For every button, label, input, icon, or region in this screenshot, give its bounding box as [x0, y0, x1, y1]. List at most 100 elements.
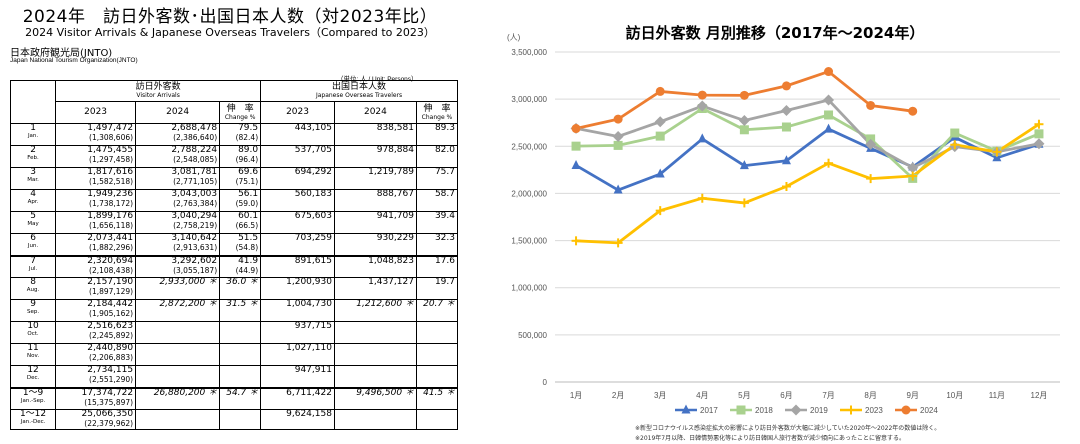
month-cell: 11 Nov. [9, 343, 57, 366]
visitor-change-cell-vcp: (66.5) [235, 221, 259, 230]
visitor-2024-cell-v24p: (2,758,219) [173, 221, 218, 230]
month-cell-me: Jan.-Dec. [20, 419, 46, 425]
traveler-2023-cell-j23: 891,615 [294, 255, 332, 266]
legend-marker-2018 [736, 405, 746, 415]
point-2024 [824, 67, 834, 77]
visitor-2024-cell-v24p: (2,771,105) [173, 177, 218, 186]
point-2019 [696, 100, 708, 112]
traveler-change-cell-jc: 17.6 [434, 255, 455, 266]
unit-note: （単位: 人 / Unit: Persons） [337, 76, 418, 83]
month-cell-me: Oct. [27, 331, 39, 337]
point-2017 [571, 159, 581, 169]
visitor-2023-cell: 1,497,472 (1,308,606) [55, 123, 137, 146]
line-chart: (人) 0 500,000 1,000,000 1,500,000 2,000,000 2,… [507, 33, 1060, 416]
traveler-2023-cell: 1,027,110 [260, 343, 335, 366]
traveler-change-cell: 32.3 [415, 233, 459, 256]
traveler-2024-cell-j24: 1,219,789 [368, 167, 414, 177]
table-row: 1 Jan. 1,497,472 (1,308,606) 2,688,478 (2,386… [9, 123, 459, 146]
visitor-change-cell-vc: 31.5 ＊ [226, 299, 259, 309]
x-tick-label: 8月 [864, 391, 876, 400]
traveler-change-cell-jc: 19.7 [434, 277, 455, 287]
traveler-2024-cell: 888,767 [333, 189, 417, 212]
point-2018 [571, 141, 581, 151]
visitor-2023-cell-v23: 2,184,442 [87, 299, 134, 309]
point-2018 [655, 131, 665, 141]
point-2018 [950, 128, 960, 138]
visitor-2023-cell-v23: 2,440,890 [87, 343, 134, 353]
y-tick-label: 1,500,000 [511, 237, 547, 246]
visitor-2024-cell: 26,880,200 ＊ [135, 386, 221, 410]
point-2018 [739, 125, 749, 135]
traveler-2024-cell: 9,496,500 ＊ [333, 386, 417, 410]
org-name: 日本政府観光局(JNTO) [10, 48, 113, 59]
visitor-2023-cell-v23: 2,320,694 [87, 255, 134, 266]
month-cell-m: 12 [27, 365, 39, 375]
visitor-2024-cell: 2,933,000 ＊ [135, 277, 221, 300]
visitor-change-cell-vcp: (54.8) [235, 243, 259, 252]
x-tick-label: 3月 [654, 391, 666, 400]
visitor-2023-cell-v23: 2,073,441 [87, 233, 134, 243]
visitor-2024-cell-v24: 2,872,200 ＊ [159, 299, 218, 309]
month-cell: 6 Jun. [9, 233, 57, 256]
visitor-2024-cell: 3,043,003 (2,763,384) [135, 189, 221, 212]
traveler-change-cell: 39.4 [415, 211, 459, 234]
visitor-2023-cell-v23p: (2,245,892) [89, 331, 134, 340]
col-traveler-change-en: Change % [421, 113, 453, 121]
visitor-change-cell-vcp: (44.9) [235, 265, 259, 275]
visitor-2024-cell [135, 409, 221, 430]
col-visitor-change-en: Change % [224, 113, 256, 121]
visitor-2023-cell: 2,320,694 (2,108,438) [55, 254, 137, 278]
month-cell: 10 Oct. [9, 321, 57, 344]
month-cell-m: 8 [30, 277, 36, 287]
table-row: 1～9 Jan.-Sep. 17,374,722 (15,375,897) 26,880… [9, 386, 459, 410]
visitor-change-cell-vc: 51.5 [238, 233, 259, 243]
traveler-change-cell [415, 409, 459, 430]
visitor-2024-cell [135, 321, 221, 344]
visitor-header-en: Visitor Arrivals [136, 92, 180, 99]
point-2024 [697, 90, 707, 100]
point-2024 [908, 106, 918, 116]
point-2019 [1033, 138, 1045, 150]
month-cell: 2 Feb. [9, 145, 57, 168]
table-row: 7 Jul. 2,320,694 (2,108,438) 3,292,602 (3,055… [9, 254, 459, 278]
chart-note-2: ※2019年7月以降、日韓情勢悪化等により訪日韓国人旅行者数が減少傾向にあったこ… [635, 435, 905, 442]
org-name-en: Japan National Tourism Organization(JNTO… [10, 57, 138, 64]
month-cell-me: Mar. [27, 177, 39, 183]
traveler-2023-cell: 6,711,422 [260, 386, 335, 410]
visitor-change-cell [219, 321, 262, 344]
visitor-2024-cell [135, 365, 221, 388]
traveler-2024-cell-j24: 9,496,500 ＊ [356, 387, 414, 398]
visitor-2023-cell-v23: 1,817,616 [87, 167, 134, 177]
point-2024 [739, 90, 749, 100]
traveler-header-en: Japanese Overseas Travelers [315, 92, 403, 99]
x-tick-label: 6月 [780, 391, 792, 400]
visitor-header-label: 訪日外客数 [135, 82, 181, 92]
x-tick-label: 10月 [946, 391, 963, 400]
visitor-2023-cell-v23: 1,497,472 [87, 123, 134, 133]
visitor-2023-cell-v23p: (2,206,883) [89, 353, 134, 362]
traveler-change-cell [415, 321, 459, 344]
traveler-2023-cell: 694,292 [260, 167, 335, 190]
traveler-2024-cell: 1,437,127 [333, 277, 417, 300]
traveler-2023-cell-j23: 675,603 [294, 211, 332, 221]
traveler-2023-cell-j23: 1,004,730 [286, 299, 332, 309]
visitor-2024-cell: 3,040,294 (2,758,219) [135, 211, 221, 234]
point-2017 [824, 123, 834, 133]
point-2017 [739, 160, 749, 170]
traveler-2023-cell-j23: 1,200,930 [286, 277, 332, 287]
visitor-2023-cell-v23p: (15,375,897) [84, 397, 134, 407]
x-tick-label: 12月 [1031, 391, 1048, 400]
traveler-change-cell: 58.7 [415, 189, 459, 212]
col-visitor-change-label: 伸 率 [226, 103, 254, 114]
traveler-2024-cell [333, 321, 417, 344]
traveler-change-cell-jc: 89.3 [434, 123, 455, 133]
visitor-2023-cell-v23: 1,949,236 [87, 189, 134, 199]
visitor-2023-cell: 2,073,441 (1,882,296) [55, 233, 137, 256]
point-2017 [781, 155, 791, 165]
traveler-2023-cell: 9,624,158 [260, 409, 335, 430]
visitor-change-cell-vcp: (82.4) [235, 133, 259, 142]
y-tick-label: 500,000 [518, 331, 547, 340]
traveler-2024-cell [333, 343, 417, 366]
visitor-change-cell: 31.5 ＊ [219, 299, 262, 322]
col-traveler-2023: 2023 [260, 101, 335, 124]
